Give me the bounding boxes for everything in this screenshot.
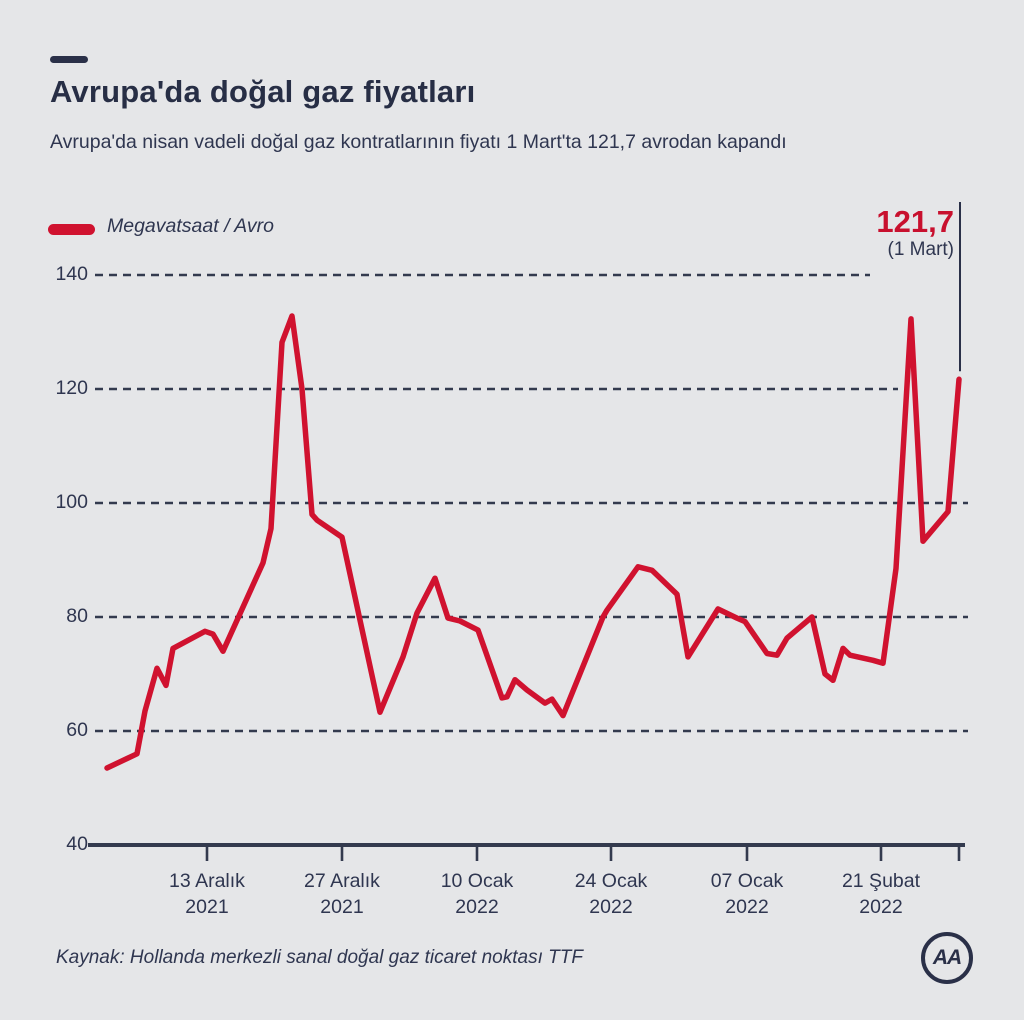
x-tick-label-1: 27 Aralık 2021 [304, 870, 380, 918]
y-tick-label-140: 140 [55, 263, 88, 285]
x-tick-label-3: 24 Ocak 2022 [574, 870, 648, 918]
x-tick-label-0: 13 Aralık 2021 [169, 870, 245, 918]
agency-logo: AA [921, 932, 973, 984]
x-tick-label-5: 21 Şubat 2022 [841, 870, 921, 918]
x-tick-label-2: 10 Ocak 2022 [440, 870, 514, 918]
y-tick-label-100: 100 [55, 491, 88, 513]
y-tick-label-120: 120 [55, 377, 88, 399]
agency-logo-text: AA [932, 946, 962, 969]
y-tick-label-40: 40 [66, 833, 88, 855]
y-tick-label-80: 80 [66, 605, 88, 627]
x-tick-label-4: 07 Ocak 2022 [710, 870, 784, 918]
last-value-date: (1 Mart) [887, 239, 955, 260]
y-tick-label-60: 60 [66, 719, 88, 741]
page-subtitle: Avrupa'da nisan vadeli doğal gaz kontrat… [50, 131, 787, 153]
legend-label: Megavatsaat / Avro [107, 215, 274, 237]
source-note: Kaynak: Hollanda merkezli sanal doğal ga… [56, 947, 583, 968]
last-value-annotation: 121,7 [876, 204, 954, 239]
kicker-dash [50, 56, 88, 63]
price-line-series [104, 313, 962, 771]
legend-line-swatch [48, 224, 95, 235]
page-title: Avrupa'da doğal gaz fiyatları [50, 74, 476, 109]
